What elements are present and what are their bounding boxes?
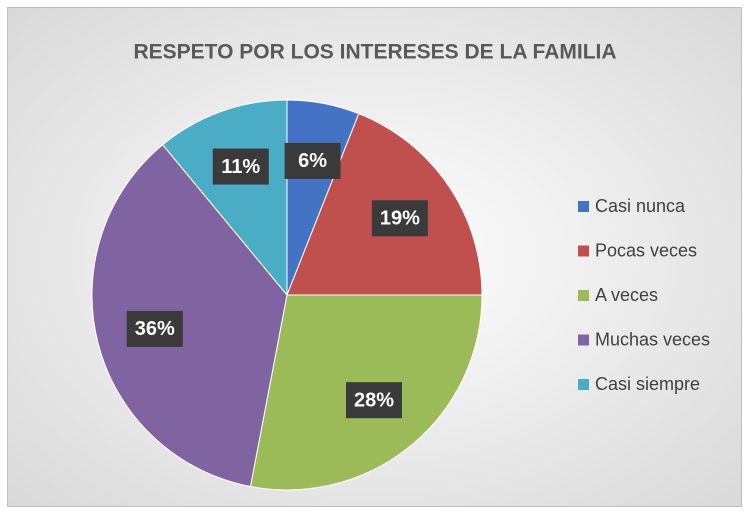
legend-swatch [578,290,589,301]
data-label: 11% [221,156,260,178]
data-label: 6% [298,150,327,172]
legend-label: Casi siempre [595,374,700,394]
pie-slice [91,144,288,488]
legend-label: A veces [595,285,658,305]
data-label: 19% [380,208,420,230]
chart-title: RESPETO POR LOS INTERESES DE LA FAMILIA [133,41,616,64]
data-label-box [346,382,403,419]
legend-swatch [578,201,589,212]
data-label-box [126,310,183,347]
data-label: 28% [354,389,394,411]
legend-label: Pocas veces [595,240,697,260]
data-label-box [212,148,269,185]
data-label-box [371,200,428,237]
legend-label: Muchas veces [595,329,710,349]
legend-label: Casi nunca [595,196,686,216]
data-label: 36% [135,318,175,340]
legend-swatch [578,379,589,390]
legend-swatch [578,245,589,257]
data-label-box [284,142,341,179]
legend-swatch [578,334,589,346]
